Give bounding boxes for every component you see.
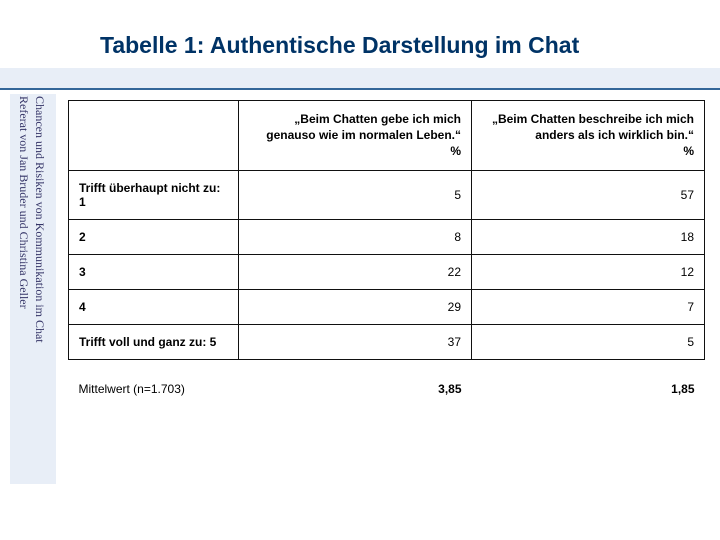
row-label: 4	[69, 289, 239, 324]
row-v2: 7	[472, 289, 705, 324]
row-v1: 8	[239, 219, 472, 254]
header-col3: „Beim Chatten beschreibe ich mich anders…	[472, 101, 705, 171]
row-v2: 12	[472, 254, 705, 289]
header-col2: „Beim Chatten gebe ich mich genauso wie …	[239, 101, 472, 171]
table-row: 2 8 18	[69, 219, 705, 254]
row-v1: 5	[239, 170, 472, 219]
table-row: Trifft überhaupt nicht zu: 1 5 57	[69, 170, 705, 219]
mean-v1: 3,85	[239, 359, 472, 406]
table-row: Trifft voll und ganz zu: 5 37 5	[69, 324, 705, 359]
mean-label: Mittelwert (n=1.703)	[69, 359, 239, 406]
page-title: Tabelle 1: Authentische Darstellung im C…	[100, 32, 579, 59]
table-row: 4 29 7	[69, 289, 705, 324]
row-v2: 18	[472, 219, 705, 254]
row-label: Trifft voll und ganz zu: 5	[69, 324, 239, 359]
row-v1: 22	[239, 254, 472, 289]
row-label: 3	[69, 254, 239, 289]
row-v1: 37	[239, 324, 472, 359]
table-row: 3 22 12	[69, 254, 705, 289]
data-table: „Beim Chatten gebe ich mich genauso wie …	[68, 100, 705, 406]
table-header-row: „Beim Chatten gebe ich mich genauso wie …	[69, 101, 705, 171]
row-label: Trifft überhaupt nicht zu: 1	[69, 170, 239, 219]
title-underline-band	[0, 68, 720, 90]
row-label: 2	[69, 219, 239, 254]
row-v2: 57	[472, 170, 705, 219]
row-v2: 5	[472, 324, 705, 359]
table-mean-row: Mittelwert (n=1.703) 3,85 1,85	[69, 359, 705, 406]
header-blank	[69, 101, 239, 171]
sidebar-text-line2: Referat von Jan Bruder und Christina Gel…	[16, 96, 31, 309]
sidebar-text-line1: Chancen und Risiken von Kommunikation im…	[32, 96, 47, 343]
mean-v2: 1,85	[472, 359, 705, 406]
row-v1: 29	[239, 289, 472, 324]
